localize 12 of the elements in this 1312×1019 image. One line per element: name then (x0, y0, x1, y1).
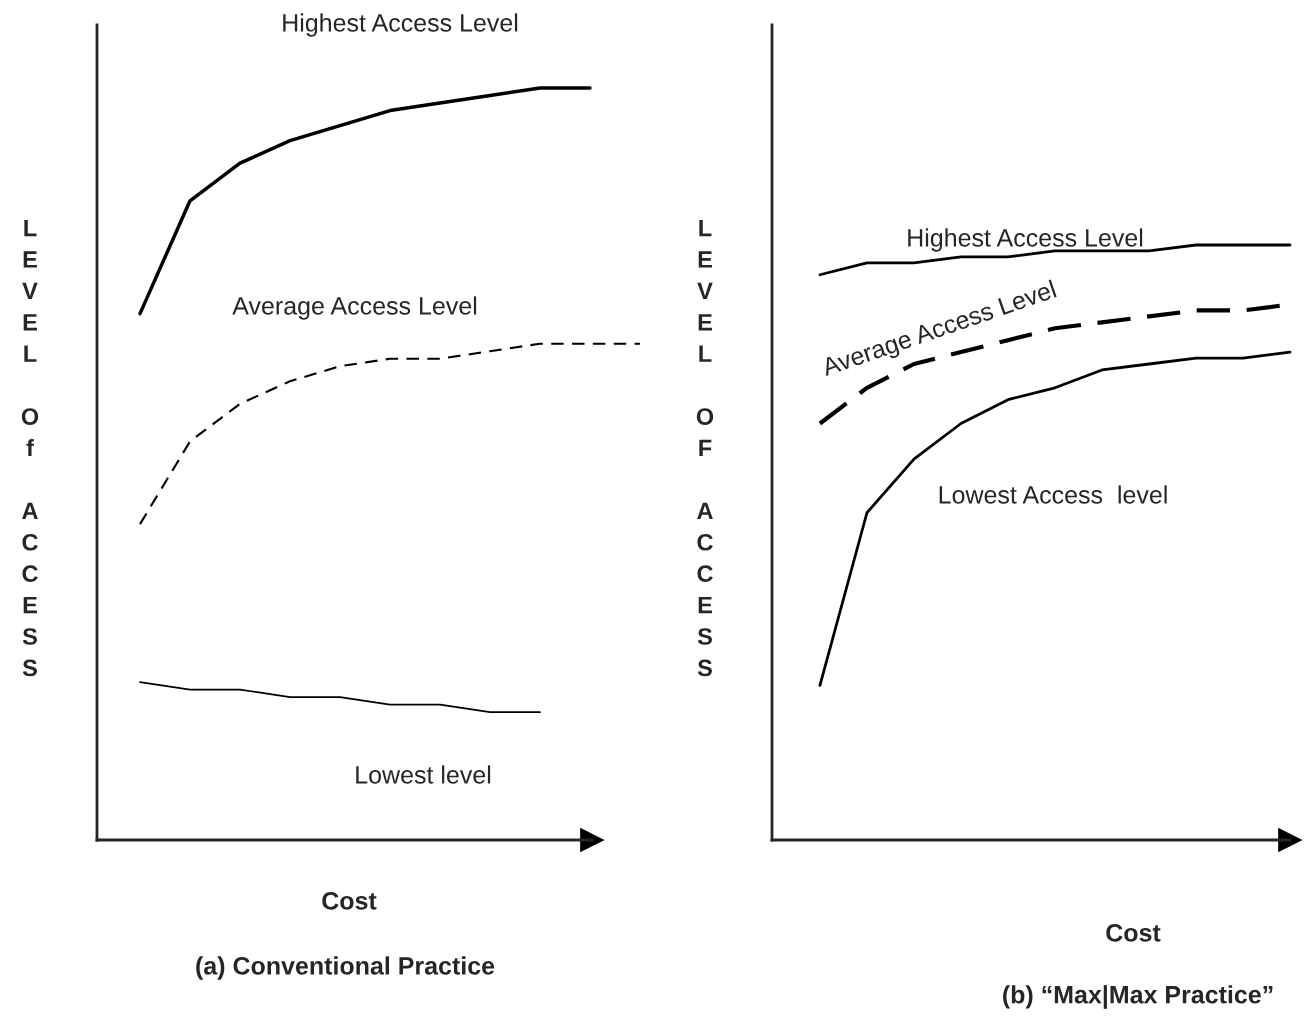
x-axis-title: Cost (322, 892, 377, 910)
text: Highest Access Level (283, 13, 518, 37)
series-label: Average Access Level (232, 296, 477, 320)
series-label: Lowest Access level (939, 485, 1167, 504)
text: Average Access Level (820, 279, 1059, 381)
series-label: Highest Access Level (908, 228, 1143, 252)
text: Lowest level (356, 765, 491, 784)
text: (b) “Max|Max Practice” (1003, 985, 1273, 1009)
text: (a) Conventional Practice (196, 956, 495, 980)
x-axis-title: Cost (1106, 924, 1161, 942)
text: LEVEL OF ACCESS (696, 219, 714, 677)
text: LEVEL Of ACCESS (21, 219, 39, 677)
